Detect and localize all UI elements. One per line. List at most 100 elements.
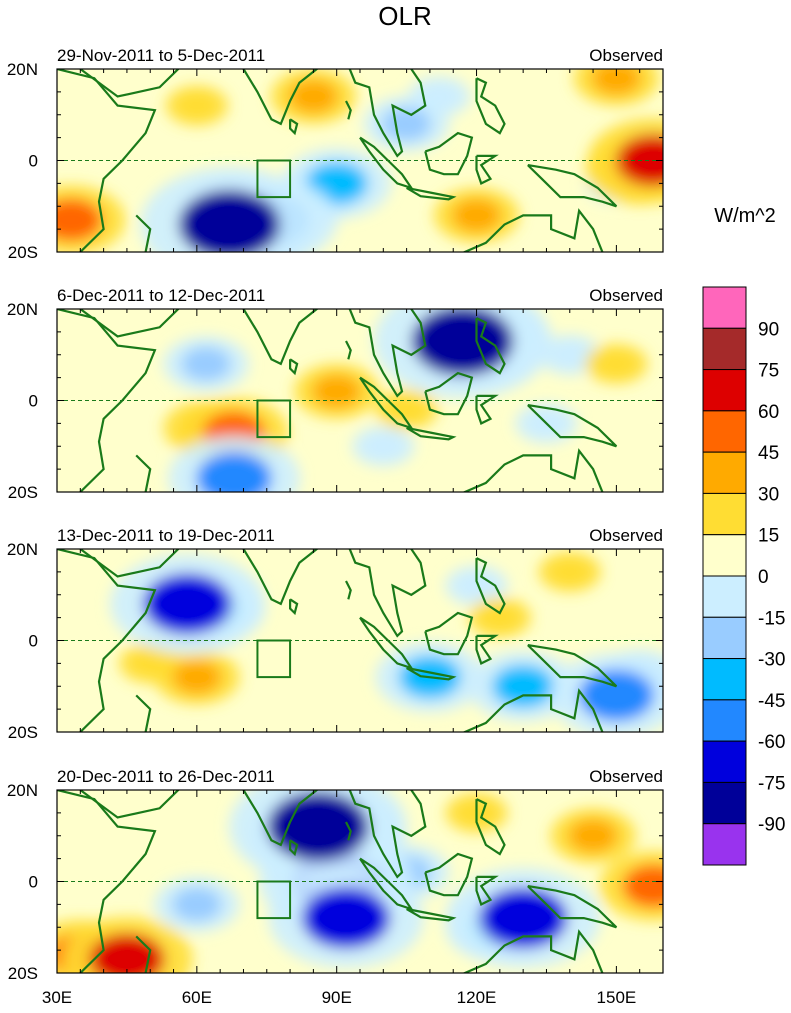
coastline (289, 839, 299, 857)
coastline (79, 790, 180, 819)
colorbar-swatch (702, 327, 747, 371)
target-box (256, 880, 292, 920)
coastline (475, 557, 506, 615)
coastline (79, 309, 180, 338)
coastline (462, 208, 604, 252)
colorbar-level: 75 (758, 361, 779, 382)
panel-period: 6-Dec-2011 to 12-Dec-2011 (57, 286, 265, 305)
x-tick-label: 30E (42, 988, 72, 1007)
coastline (406, 426, 457, 441)
colorbar-level: 60 (758, 402, 779, 423)
anomaly-core (312, 374, 362, 409)
anomaly-core (568, 818, 618, 853)
coastline (424, 852, 474, 897)
coastline (424, 611, 474, 656)
panel-label: Observed (589, 286, 663, 305)
panel-period: 29-Nov-2011 to 5-Dec-2011 (57, 46, 265, 65)
anomaly-core (622, 864, 663, 908)
anomaly-core (388, 397, 425, 422)
anomaly-core (143, 573, 232, 635)
coastline (475, 634, 499, 665)
colorbar-level: 0 (758, 567, 769, 588)
colorbar-level: 45 (758, 443, 779, 464)
anomaly-core (551, 559, 588, 585)
colorbar: 90 75 60 45 30 15 0 -15 -30 -45 -60 -75 -90 (702, 286, 785, 866)
panel-3: 13-Dec-2011 to 19-Dec-2011 Observed 20N 0 20… (7, 526, 664, 742)
coastline (135, 454, 152, 492)
coastline (135, 694, 152, 732)
y-tick-label: 20N (7, 60, 38, 79)
target-box (256, 399, 292, 439)
anomaly-core (57, 198, 102, 242)
coastline (57, 790, 157, 973)
anomaly-core (179, 93, 215, 118)
y-tick-label: 0 (29, 873, 38, 892)
anomaly-core (578, 669, 654, 722)
colorbar-swatch (702, 699, 747, 742)
colorbar-swatch (702, 369, 747, 412)
x-tick-label: 120E (457, 988, 497, 1007)
coastline (289, 118, 299, 136)
x-tick-label: 90E (322, 988, 352, 1007)
coastline (57, 69, 157, 252)
coastline (242, 790, 319, 847)
coastline (462, 929, 604, 973)
colorbar-swatch (702, 616, 747, 660)
colorbar-level: 15 (758, 526, 779, 547)
coastline (57, 309, 157, 492)
anomaly-core (196, 452, 272, 492)
coastline (345, 580, 352, 600)
y-tick-label: 0 (29, 632, 38, 651)
anomaly-core (267, 791, 369, 862)
coastline (135, 935, 152, 973)
anomaly-core (478, 887, 568, 949)
colorbar-level: -30 (758, 650, 785, 671)
anomaly-core (591, 69, 641, 95)
coastline (527, 885, 618, 929)
coastline (79, 69, 180, 98)
coastline (348, 549, 427, 638)
anomaly-core (452, 198, 501, 233)
coastline (406, 186, 457, 201)
colorbar-swatch (702, 492, 747, 536)
x-tick-label: 60E (182, 988, 212, 1007)
coastline (242, 549, 319, 606)
target-box (256, 159, 292, 199)
coastline (406, 666, 457, 681)
panel-1: 29-Nov-2011 to 5-Dec-2011 Observed 20N 0 20S (7, 46, 664, 262)
colorbar-swatch (702, 823, 747, 866)
colorbar-level: -15 (758, 608, 785, 629)
anomaly-core (178, 189, 281, 252)
coastline (348, 309, 427, 398)
coastline (289, 358, 299, 376)
coastline (289, 598, 299, 616)
coastline (424, 371, 474, 416)
colorbar-swatch (702, 740, 747, 783)
panels: 29-Nov-2011 to 5-Dec-2011 Observed 20N 0 20S… (7, 46, 664, 983)
panel-period: 13-Dec-2011 to 19-Dec-2011 (57, 526, 275, 545)
anomaly-core (492, 664, 555, 708)
colorbar-swatch (702, 534, 747, 577)
y-tick-label: 0 (29, 392, 38, 411)
y-tick-label: 20S (8, 243, 38, 262)
coastline (475, 317, 506, 375)
y-tick-label: 20N (7, 540, 38, 559)
anomaly-core (482, 605, 518, 630)
colorbar-level: 30 (758, 484, 779, 505)
x-axis: 30E 60E 90E 120E 150E (42, 988, 636, 1007)
coastline (475, 798, 506, 856)
coastline (242, 69, 319, 126)
coastline (345, 821, 352, 841)
y-tick-label: 20S (8, 483, 38, 502)
colorbar-swatch (702, 451, 747, 494)
y-tick-label: 20N (7, 781, 38, 800)
coastline (57, 549, 157, 732)
colorbar-level: -60 (758, 732, 785, 753)
anomaly-core (411, 309, 514, 376)
coastline (348, 790, 427, 879)
panel-label: Observed (589, 526, 663, 545)
coastline (79, 549, 180, 578)
coastline (475, 77, 506, 135)
y-tick-label: 0 (29, 152, 38, 171)
